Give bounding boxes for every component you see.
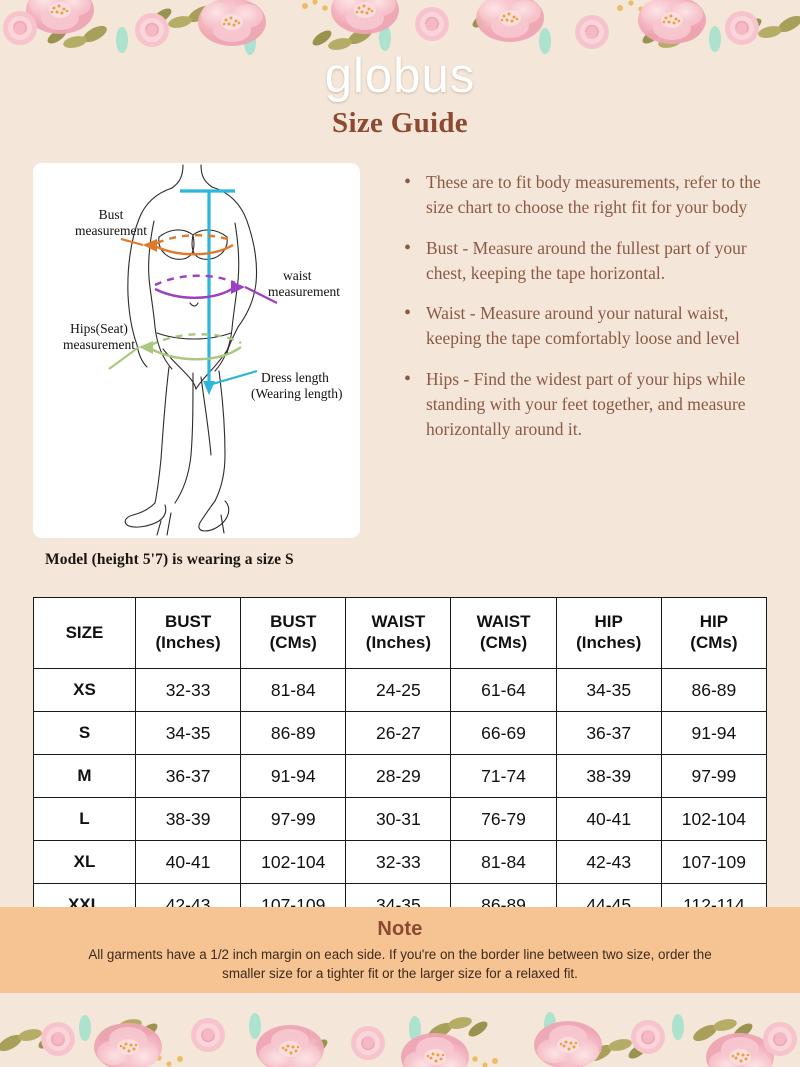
- cell-waist-inches: 32-33: [345, 840, 452, 884]
- hips-leader-line: [108, 346, 140, 370]
- bust-label-line2: measurement: [75, 223, 147, 238]
- header-line1: WAIST: [371, 612, 426, 632]
- cell-bust-inches: 36-37: [134, 754, 242, 798]
- header-line2: (CMs): [690, 633, 738, 652]
- header-line2: (Inches): [576, 633, 642, 652]
- dress-length-label-line2: (Wearing length): [251, 386, 343, 401]
- cell-bust-inches: 40-41: [134, 840, 242, 884]
- cell-size: XS: [33, 668, 136, 712]
- column-header-bust-inches: BUST (Inches): [134, 597, 242, 669]
- page-title: Size Guide: [332, 107, 468, 139]
- column-header-waist-inches: WAIST (Inches): [345, 597, 452, 669]
- header-line2: (Inches): [365, 633, 431, 652]
- bust-leader-line: [120, 237, 144, 247]
- note-title: Note: [377, 918, 423, 940]
- cell-bust-cms: 86-89: [240, 711, 347, 755]
- column-header-hip-cms: HIP (CMs): [660, 597, 768, 669]
- body-measurement-diagram: Bust measurement waist measurement Hips(…: [33, 163, 360, 538]
- header-line1: SIZE: [65, 622, 104, 642]
- waist-leader-line: [244, 286, 278, 304]
- cell-bust-cms: 91-94: [240, 754, 347, 798]
- dress-length-indicator: [180, 189, 235, 385]
- instruction-item: These are to fit body measurements, refe…: [398, 168, 770, 220]
- table-header-row: SIZE BUST (Inches) BUST (CMs) WAIST (Inc…: [33, 597, 768, 669]
- cell-hip-cms: 102-104: [660, 797, 768, 841]
- header-line1: BUST: [164, 612, 212, 632]
- cell-waist-cms: 71-74: [450, 754, 557, 798]
- cell-hip-cms: 91-94: [660, 711, 768, 755]
- cell-waist-cms: 66-69: [450, 711, 557, 755]
- cell-size: XL: [33, 840, 136, 884]
- note-body: All garments have a 1/2 inch margin on e…: [88, 947, 712, 982]
- cell-waist-inches: 28-29: [345, 754, 452, 798]
- bust-arrow: [143, 239, 157, 252]
- header-line2: (CMs): [479, 633, 528, 652]
- instruction-item: Hips - Find the widest part of your hips…: [398, 365, 770, 442]
- column-header-bust-cms: BUST (CMs): [240, 597, 347, 669]
- header-line1: WAIST: [476, 612, 531, 632]
- header-line1: HIP: [594, 612, 623, 632]
- cell-hip-inches: 36-37: [555, 711, 662, 755]
- cell-size: S: [33, 711, 136, 755]
- waist-label-line1: waist: [283, 268, 312, 283]
- table-row: M 36-37 91-94 28-29 71-74 38-39 97-99: [33, 754, 768, 798]
- dress-length-label-line1: Dress length: [261, 370, 329, 385]
- table-row: XL 40-41 102-104 32-33 81-84 42-43 107-1…: [33, 840, 768, 884]
- hips-arrow: [139, 341, 153, 354]
- hips-measure-ring: [150, 333, 242, 361]
- header-line1: BUST: [270, 612, 317, 632]
- cell-bust-cms: 97-99: [240, 797, 347, 841]
- instruction-item: Bust - Measure around the fullest part o…: [398, 234, 770, 286]
- cell-bust-inches: 38-39: [134, 797, 242, 841]
- hips-label-line2: measurement: [63, 337, 135, 352]
- bust-label-line1: Bust: [99, 207, 124, 222]
- header-line2: (CMs): [269, 633, 317, 652]
- cell-hip-cms: 107-109: [660, 840, 768, 884]
- cell-hip-inches: 38-39: [555, 754, 662, 798]
- cell-size: L: [33, 797, 136, 841]
- cell-waist-cms: 76-79: [450, 797, 557, 841]
- measurement-instructions-list: These are to fit body measurements, refe…: [398, 168, 770, 458]
- cell-hip-cms: 86-89: [660, 668, 768, 712]
- column-header-size: SIZE: [33, 597, 136, 669]
- floral-border-bottom: [0, 1009, 800, 1067]
- cell-hip-inches: 40-41: [555, 797, 662, 841]
- table-row: XS 32-33 81-84 24-25 61-64 34-35 86-89: [33, 668, 768, 712]
- note-section: Note All garments have a 1/2 inch margin…: [0, 907, 800, 993]
- table-row: S 34-35 86-89 26-27 66-69 36-37 91-94: [33, 711, 768, 755]
- cell-hip-cms: 97-99: [660, 754, 768, 798]
- waist-label-line2: measurement: [268, 284, 340, 299]
- dress-length-leader-line: [208, 369, 258, 387]
- waist-arrow: [231, 281, 245, 294]
- column-header-waist-cms: WAIST (CMs): [450, 597, 557, 669]
- cell-waist-cms: 81-84: [450, 840, 557, 884]
- cell-hip-inches: 34-35: [555, 668, 662, 712]
- cell-size: M: [33, 754, 136, 798]
- cell-bust-inches: 32-33: [134, 668, 242, 712]
- column-header-hip-inches: HIP (Inches): [555, 597, 662, 669]
- bust-measure-ring: [156, 234, 234, 256]
- table-row: L 38-39 97-99 30-31 76-79 40-41 102-104: [33, 797, 768, 841]
- instruction-item: Waist - Measure around your natural wais…: [398, 299, 770, 351]
- cell-waist-inches: 26-27: [345, 711, 452, 755]
- header-line1: HIP: [699, 612, 729, 632]
- hips-label-line1: Hips(Seat): [70, 321, 128, 336]
- cell-waist-cms: 61-64: [450, 668, 557, 712]
- waist-measure-ring: [154, 274, 236, 299]
- cell-bust-cms: 81-84: [240, 668, 347, 712]
- cell-hip-inches: 42-43: [555, 840, 662, 884]
- header-line2: (Inches): [155, 633, 221, 652]
- cell-waist-inches: 24-25: [345, 668, 452, 712]
- cell-waist-inches: 30-31: [345, 797, 452, 841]
- size-chart-table: SIZE BUST (Inches) BUST (CMs) WAIST (Inc…: [33, 597, 768, 927]
- brand-logo: globus: [324, 49, 476, 103]
- cell-bust-cms: 102-104: [240, 840, 347, 884]
- model-caption: Model (height 5'7) is wearing a size S: [45, 551, 294, 568]
- cell-bust-inches: 34-35: [134, 711, 242, 755]
